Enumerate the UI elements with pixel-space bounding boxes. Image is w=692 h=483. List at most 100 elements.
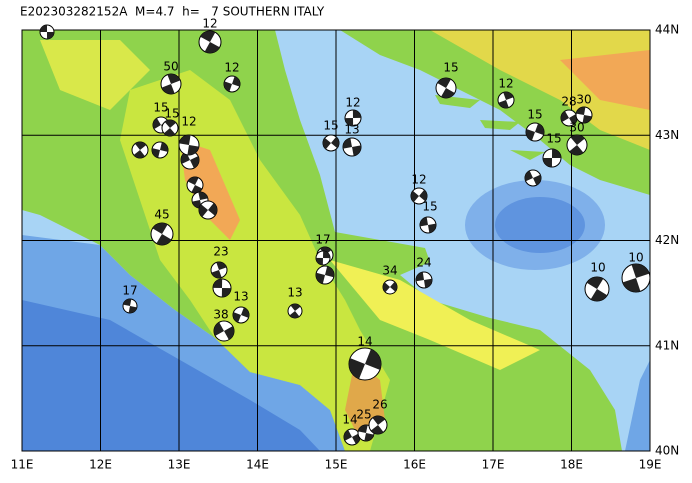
beachball-quadrant — [503, 92, 514, 100]
beachball-quadrant — [152, 148, 160, 158]
depth-label: 23 — [213, 245, 228, 259]
beachball-quadrant — [232, 76, 240, 87]
focal-mechanism — [419, 216, 437, 234]
focal-mechanism — [415, 271, 433, 289]
depth-label: 15 — [153, 101, 168, 115]
beachball-quadrant — [164, 119, 177, 128]
depth-label: 30 — [576, 93, 591, 107]
focal-mechanism — [178, 134, 200, 156]
beachball-quadrant — [498, 100, 509, 108]
beachball-quadrant — [622, 278, 641, 292]
depth-label: 30 — [569, 121, 584, 135]
focal-mechanism — [131, 141, 149, 159]
beachball-quadrant — [290, 304, 301, 311]
focal-mechanism — [212, 278, 232, 298]
beachball-quadrant — [631, 264, 650, 278]
beachball-quadrant — [419, 189, 427, 202]
beachball-quadrant — [570, 134, 585, 145]
beachball-quadrant — [214, 322, 224, 336]
depth-label: 12 — [181, 115, 196, 129]
beachball-quadrant — [586, 277, 604, 289]
beachball-quadrant — [163, 128, 176, 136]
focal-mechanism — [542, 148, 562, 168]
focal-mechanism — [524, 169, 542, 187]
beachball-quadrant — [161, 84, 175, 95]
depth-label: 15 — [323, 119, 338, 133]
beachball-quadrant — [352, 110, 361, 118]
beachball-quadrant — [181, 151, 190, 164]
focal-mechanism — [497, 91, 515, 109]
focal-mechanism — [180, 150, 200, 170]
depth-label: 45 — [154, 208, 169, 222]
beachball-quadrant — [358, 424, 368, 433]
focal-mechanism — [161, 119, 179, 137]
beachball-quadrant — [320, 247, 332, 255]
focal-mechanism — [368, 415, 388, 435]
depth-label: 50 — [163, 60, 178, 74]
focal-mechanism — [584, 276, 610, 302]
focal-mechanism — [213, 320, 235, 342]
depth-label: 17 — [122, 284, 137, 298]
depth-label: 24 — [416, 256, 431, 270]
focal-mechanism — [287, 303, 303, 319]
depth-label: 10 — [628, 251, 643, 265]
depth-label: 12 — [202, 17, 217, 31]
focal-mechanism — [342, 137, 362, 157]
focal-mechanism — [315, 265, 335, 285]
focal-mechanism — [621, 263, 651, 293]
depth-label: 12 — [345, 96, 360, 110]
depth-label: 10 — [590, 261, 605, 275]
beachball-quadrant — [160, 142, 168, 152]
beachball-quadrant — [542, 157, 552, 167]
beachball-quadrant — [415, 272, 424, 282]
map-title: E202303282152A M=4.7 h= 7 SOUTHERN ITALY — [20, 5, 325, 19]
lon-label: 11E — [11, 458, 34, 472]
beachball-quadrant — [441, 88, 455, 98]
beachball-quadrant — [241, 307, 249, 318]
focal-mechanism — [198, 30, 222, 54]
beachball-quadrant — [208, 203, 217, 216]
depth-label: 26 — [372, 398, 387, 412]
beachball-quadrant — [424, 278, 433, 288]
depth-label: 13 — [233, 290, 248, 304]
beachball-quadrant — [213, 279, 223, 288]
beachball-quadrant — [345, 118, 354, 126]
beachball-quadrant — [325, 266, 335, 278]
focal-mechanism — [566, 134, 588, 156]
lat-label: 40N — [655, 444, 679, 458]
focal-mechanism — [315, 250, 331, 266]
depth-label: 12 — [224, 61, 239, 75]
beachball-quadrant — [133, 150, 145, 158]
beachball-quadrant — [552, 149, 561, 159]
beachball-quadrant — [224, 81, 232, 92]
depth-label: 15 — [422, 200, 437, 214]
beachball-quadrant — [200, 30, 216, 42]
beachball-quadrant — [533, 174, 542, 186]
beachball-quadrant — [187, 145, 199, 155]
beachball-quadrant — [153, 118, 161, 130]
beachball-quadrant — [582, 115, 592, 123]
beachball-quadrant — [365, 349, 381, 370]
beachball-quadrant — [390, 281, 397, 292]
depth-label: 14 — [357, 335, 372, 349]
focal-mechanism — [150, 222, 174, 246]
beachball-quadrant — [352, 145, 361, 156]
beachball-quadrant — [221, 288, 231, 297]
focal-mechanism — [575, 106, 593, 124]
lat-label: 41N — [655, 338, 679, 352]
depth-label: 15 — [443, 61, 458, 75]
depth-label: 15 — [546, 132, 561, 146]
focal-mechanism — [343, 428, 361, 446]
beachball-quadrant — [535, 123, 544, 136]
beachball-quadrant — [187, 177, 199, 185]
depth-label: 14 — [342, 413, 357, 427]
lon-label: 17E — [482, 458, 505, 472]
beachball-quadrant — [343, 138, 352, 149]
beachball-quadrant — [370, 425, 384, 434]
beachball-quadrant — [349, 358, 365, 379]
depth-label: 25 — [356, 408, 371, 422]
focal-mechanism — [160, 73, 182, 95]
beachball-quadrant — [167, 73, 181, 84]
beachball-quadrant — [192, 200, 202, 208]
